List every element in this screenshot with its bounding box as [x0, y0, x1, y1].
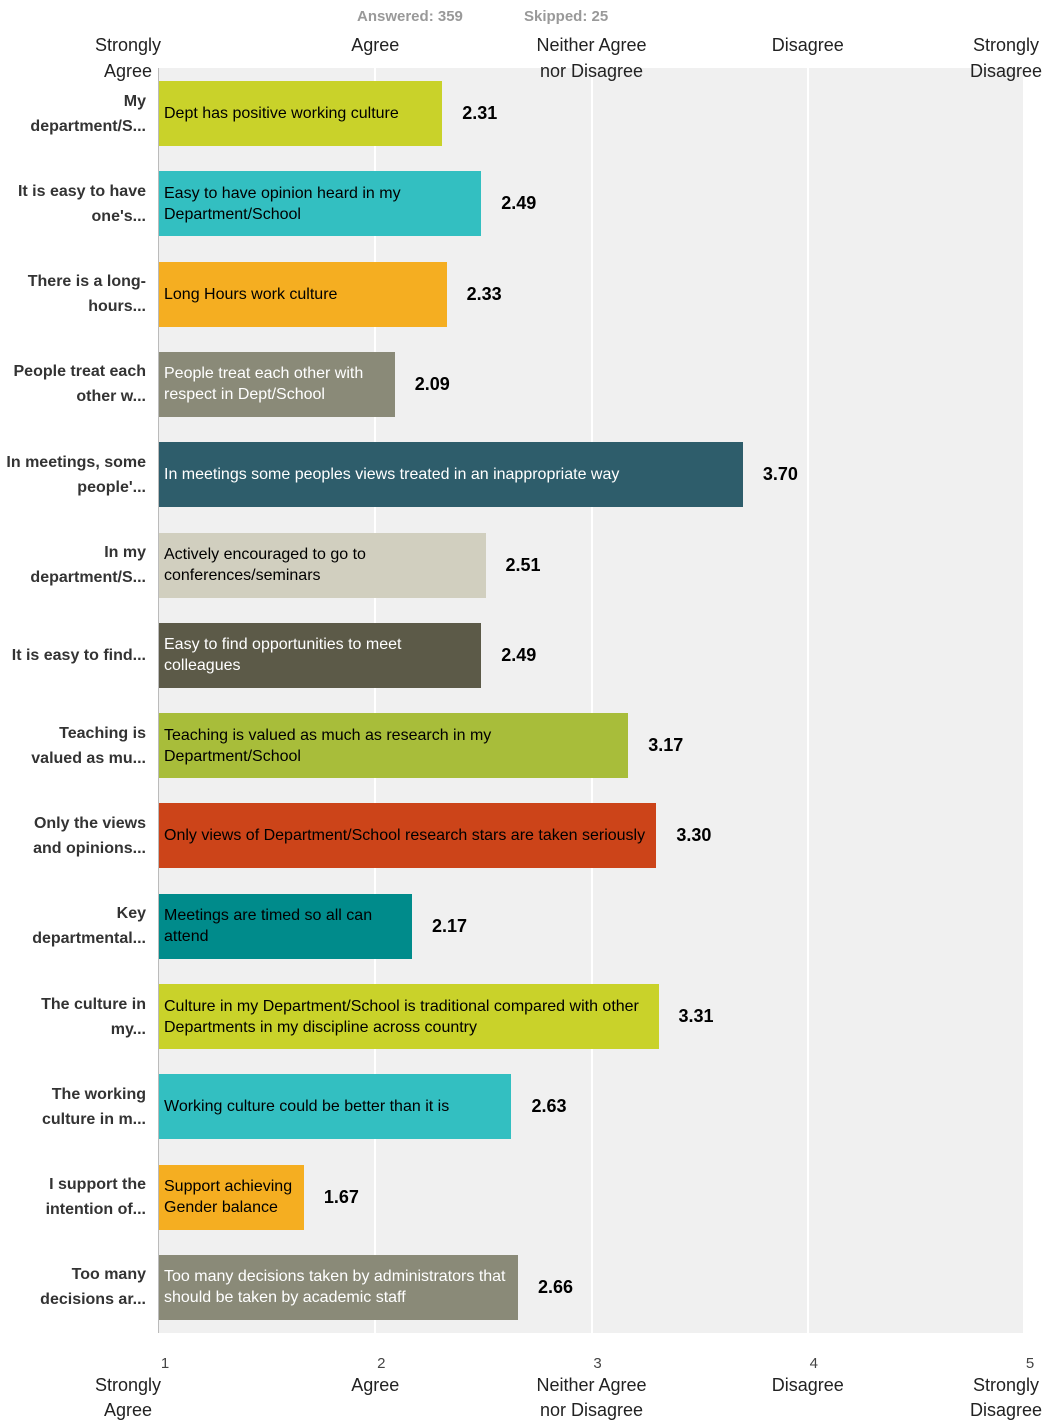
y-axis-line: [158, 68, 159, 1333]
category-label: Teaching is valued as mu...: [31, 724, 146, 767]
value-label: 2.31: [462, 103, 498, 123]
grid-line: [806, 68, 809, 1333]
value-label: 2.33: [466, 283, 502, 304]
x-tick-label: 5: [1025, 1355, 1035, 1372]
bar-label: Easy to find opportunities to meet colle…: [164, 636, 402, 675]
value-label: 2.66: [537, 1276, 574, 1297]
value-label: 2.63: [531, 1096, 567, 1117]
bar: [159, 803, 657, 869]
category-label: In meetings, some people'...: [6, 453, 146, 496]
value-label: 3.31: [678, 1006, 714, 1026]
category-label: Only the views and opinions...: [33, 814, 146, 857]
bar: [159, 351, 395, 417]
category-label: I support the intention of...: [45, 1176, 146, 1219]
skipped: Skipped: 25: [524, 8, 609, 25]
value-label: 2.51: [505, 554, 541, 575]
bar-label: Actively encouraged to go to conferences…: [164, 546, 366, 584]
scale-label: Strongly Agree: [95, 1375, 162, 1420]
category-label: There is a long-hours...: [27, 273, 146, 316]
bar-label: Dept has positive working culture: [164, 105, 399, 122]
value-label: 2.09: [414, 373, 450, 394]
scale-label: Agree: [351, 1375, 400, 1395]
bar-label: Meetings are timed so all can attend: [164, 907, 373, 946]
category-label: The working culture in m...: [41, 1085, 146, 1128]
bar: [159, 1074, 512, 1140]
scale-label: Strongly Agree: [95, 35, 162, 81]
value-label: 3.30: [676, 825, 712, 846]
answered: Answered: 359: [357, 8, 463, 25]
bar-label: Culture in my Department/School is tradi…: [164, 997, 639, 1036]
scale-label: Neither Agree nor Disagree: [536, 1375, 647, 1420]
bar-label: Support achieving Gender balance: [164, 1178, 293, 1217]
category-label: Too many decisions ar...: [40, 1266, 146, 1309]
scale-label: Strongly Disagree: [970, 1375, 1042, 1420]
value-label: 1.67: [323, 1186, 359, 1207]
category-label: Key departmental...: [32, 905, 146, 948]
bar: [159, 713, 629, 779]
category-label: The culture in my...: [41, 995, 146, 1038]
category-label: People treat each other w...: [13, 363, 147, 406]
value-label: 2.49: [501, 193, 537, 214]
bar-label: People treat each other with respect in …: [164, 365, 364, 404]
bar-label: Long Hours work culture: [164, 285, 338, 303]
scale-label: Strongly Disagree: [970, 35, 1042, 81]
grid-line: [1023, 68, 1025, 1333]
category-label: It is easy to have one's...: [17, 182, 146, 225]
x-tick-label: 4: [809, 1355, 818, 1372]
category-label: It is easy to find...: [11, 646, 146, 664]
value-label: 2.17: [432, 915, 468, 936]
scale-label: Neither Agree nor Disagree: [536, 35, 647, 81]
bar-label: Only views of Department/School research…: [164, 827, 646, 845]
grid-line: [374, 68, 377, 1333]
value-label: 2.49: [501, 644, 537, 665]
bar: [159, 1164, 304, 1230]
scale-label: Agree: [351, 35, 400, 55]
bar: [159, 622, 482, 688]
bar-label: Teaching is valued as much as research i…: [164, 726, 492, 765]
bar: [159, 81, 443, 146]
bar: [159, 171, 482, 237]
bar-label: Easy to have opinion heard in my Departm…: [164, 184, 401, 223]
grid-line: [590, 68, 593, 1333]
bar: [159, 442, 743, 508]
x-tick-label: 3: [593, 1355, 602, 1372]
value-label: 3.70: [762, 464, 798, 485]
bar: [159, 893, 412, 959]
x-tick-label: 2: [377, 1355, 386, 1372]
bar-label: In meetings some peoples views treated i…: [164, 466, 620, 484]
scale-label: Disagree: [771, 35, 844, 55]
category-label: In my department/S...: [30, 544, 146, 586]
bar: [159, 1254, 518, 1320]
bar: [159, 261, 447, 327]
bar-label: Too many decisions taken by administrato…: [164, 1268, 506, 1307]
value-label: 3.17: [648, 735, 684, 756]
scale-label: Disagree: [771, 1375, 844, 1395]
x-tick-label: 1: [160, 1355, 170, 1372]
bar-label: Working culture could be better than it …: [164, 1098, 450, 1116]
bar: [159, 532, 486, 598]
bar: [159, 984, 659, 1049]
category-label: My department/S...: [30, 92, 146, 135]
